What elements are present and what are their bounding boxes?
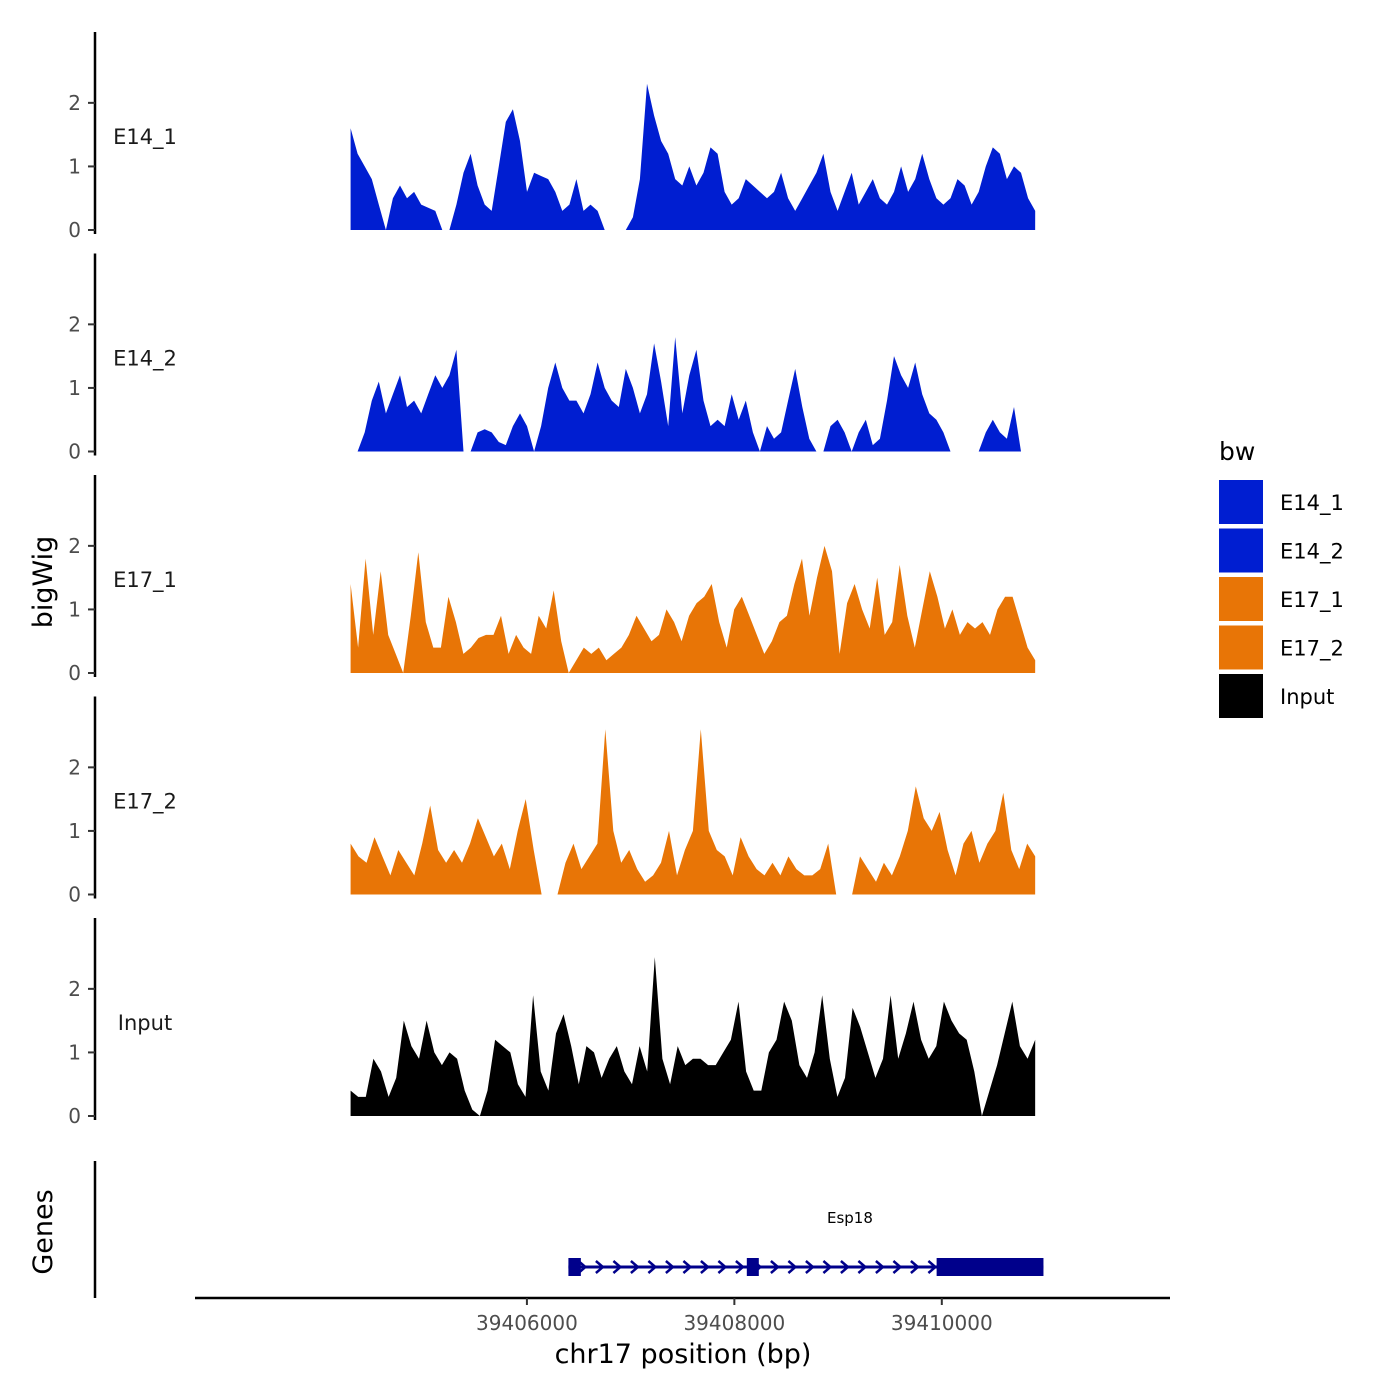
strand-arrow <box>770 1260 780 1274</box>
legend-label-E17_2: E17_2 <box>1280 637 1344 662</box>
track-label-Input: Input <box>118 1011 172 1035</box>
strand-arrow <box>840 1260 850 1274</box>
track-label-E17_1: E17_1 <box>113 568 177 593</box>
y-tick-label-E17_1-2: 2 <box>68 534 81 558</box>
gene-label: Esp18 <box>827 1209 873 1227</box>
legend-swatch-E14_2 <box>1219 528 1263 573</box>
signal-area-E14_2 <box>350 337 1036 452</box>
tracks-group: 0 1 2 E14_1 0 1 2 E14_2 0 1 2 E17_1 0 1 2 E17_2 0 1 2 Input <box>68 32 1036 1128</box>
track-label-E14_1: E14_1 <box>113 125 177 150</box>
signal-area-E14_1 <box>350 83 1036 230</box>
track-label-E14_2: E14_2 <box>113 347 177 372</box>
legend-label-E14_1: E14_1 <box>1280 491 1344 516</box>
y-tick-label-E17_1-1: 1 <box>68 597 81 621</box>
legend-swatch-E17_2 <box>1219 625 1263 670</box>
y-tick-label-E14_2-1: 1 <box>68 376 81 400</box>
signal-area-Input <box>350 957 1036 1116</box>
y-tick-label-E14_1-2: 2 <box>68 91 81 115</box>
gene-exon-2 <box>746 1258 759 1276</box>
legend-label-Input: Input <box>1280 685 1334 709</box>
gene-exon-3 <box>936 1258 1044 1276</box>
strand-arrow <box>892 1260 903 1274</box>
track-E14_1: 0 1 2 E14_1 <box>68 32 1036 242</box>
y-tick-label-E17_2-0: 0 <box>68 883 81 907</box>
legend-swatch-E17_1 <box>1219 577 1263 621</box>
strand-arrow <box>612 1260 623 1274</box>
gene-track: Esp18 <box>93 1161 1044 1298</box>
strand-arrow <box>647 1260 658 1274</box>
legend-label-E14_2: E14_2 <box>1280 540 1344 565</box>
gene-exon-1 <box>568 1258 581 1276</box>
y-tick-label-Input-2: 2 <box>68 977 81 1001</box>
y-tick-label-E17_2-2: 2 <box>68 755 81 779</box>
strand-arrow <box>805 1260 815 1274</box>
strand-arrow <box>927 1260 938 1274</box>
genes-axis-title: Genes <box>28 1189 59 1274</box>
y-tick-label-E14_2-0: 0 <box>68 440 81 464</box>
x-axis-title: chr17 position (bp) <box>555 1339 812 1370</box>
strand-arrow <box>630 1260 640 1274</box>
signal-area-E17_1 <box>350 545 1036 673</box>
strand-arrow <box>910 1260 920 1274</box>
track-E17_2: 0 1 2 E17_2 <box>68 696 1036 907</box>
strand-arrow <box>735 1260 745 1274</box>
y-axis-title: bigWig <box>28 536 59 629</box>
track-label-E17_2: E17_2 <box>113 790 177 815</box>
legend-swatch-Input <box>1219 674 1263 718</box>
legend-label-E17_1: E17_1 <box>1280 588 1344 613</box>
y-tick-label-Input-1: 1 <box>68 1040 81 1064</box>
legend-title: bw <box>1219 437 1255 466</box>
x-tick-label-39406000: 39406000 <box>476 1311 578 1335</box>
y-tick-label-E14_1-0: 0 <box>68 218 81 242</box>
legend: bw E14_1 E14_2 E17_1 E17_2 Input <box>1219 437 1344 718</box>
strand-arrow <box>857 1260 868 1274</box>
strand-arrow <box>875 1260 885 1274</box>
strand-arrow <box>717 1260 728 1274</box>
track-E14_2: 0 1 2 E14_2 <box>68 253 1036 464</box>
strand-arrow <box>787 1260 798 1274</box>
strand-arrow <box>700 1260 710 1274</box>
y-tick-label-E17_1-0: 0 <box>68 661 81 685</box>
strand-arrow <box>595 1260 605 1274</box>
track-Input: 0 1 2 Input <box>68 918 1036 1128</box>
track-E17_1: 0 1 2 E17_1 <box>68 475 1036 685</box>
y-tick-label-E14_1-1: 1 <box>68 154 81 178</box>
x-axis: 39406000 39408000 39410000 <box>195 1296 1170 1335</box>
strand-arrow <box>682 1260 693 1274</box>
strand-arrow <box>665 1260 675 1274</box>
y-tick-label-E14_2-2: 2 <box>68 312 81 336</box>
y-tick-label-Input-0: 0 <box>68 1104 81 1128</box>
x-tick-label-39408000: 39408000 <box>683 1311 785 1335</box>
x-tick-label-39410000: 39410000 <box>891 1311 993 1335</box>
legend-swatch-E14_1 <box>1219 480 1263 524</box>
signal-area-E17_2 <box>350 729 1036 895</box>
y-tick-label-E17_2-1: 1 <box>68 819 81 843</box>
strand-arrow <box>822 1260 833 1274</box>
